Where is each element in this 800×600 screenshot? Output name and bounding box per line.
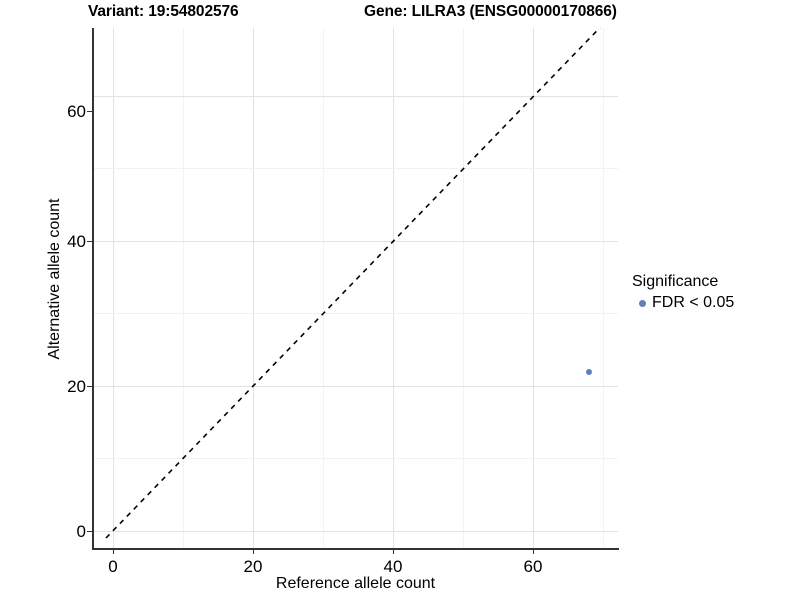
gridline-major-x-60 — [533, 28, 534, 549]
legend-key-icon — [632, 293, 652, 313]
legend-item-label: FDR < 0.05 — [652, 294, 735, 311]
y-axis-line — [92, 28, 94, 549]
gridline-major-y-0 — [92, 531, 618, 532]
gridline-major-x-0 — [113, 28, 114, 549]
gridline-major-y-20 — [92, 386, 618, 387]
gridline-minor-x-70 — [603, 28, 604, 549]
gridline-minor-x-30 — [323, 28, 324, 549]
data-point[interactable] — [586, 369, 592, 375]
identity-line — [105, 28, 601, 539]
gridline-major-x-40 — [393, 28, 394, 549]
x-tick-label-0: 0 — [108, 557, 118, 576]
x-tick-mark-40 — [393, 549, 395, 554]
y-tick-label-60: 60 — [67, 102, 86, 121]
x-tick-label-40: 40 — [383, 557, 403, 576]
x-tick-mark-60 — [533, 549, 535, 554]
y-tick-label-0: 0 — [76, 522, 86, 541]
gridline-minor-y-10 — [92, 458, 618, 459]
plot-panel — [92, 28, 618, 549]
gridline-minor-x-10 — [183, 28, 184, 549]
gridline-minor-y-50 — [92, 168, 618, 169]
x-tick-label-20: 20 — [243, 557, 263, 576]
gridline-major-y-40 — [92, 241, 618, 242]
legend-item-fdr[interactable]: FDR < 0.05 — [632, 293, 792, 313]
y-tick-mark-0 — [87, 531, 92, 533]
x-axis-line — [92, 548, 619, 550]
legend-title: Significance — [632, 273, 719, 290]
gridline-major-x-20 — [253, 28, 254, 549]
x-tick-mark-20 — [253, 549, 255, 554]
chart-title-bar: Variant: 19:54802576 Gene: LILRA3 (ENSG0… — [0, 0, 800, 28]
y-tick-mark-20 — [87, 386, 92, 388]
y-tick-label-20: 20 — [67, 377, 86, 396]
x-tick-mark-0 — [113, 549, 115, 554]
x-tick-label-60: 60 — [523, 557, 543, 576]
variant-title: Variant: 19:54802576 — [88, 3, 239, 20]
gridline-major-y-60 — [92, 96, 618, 97]
gene-title: Gene: LILRA3 (ENSG00000170866) — [364, 3, 617, 20]
legend-dot-icon — [638, 299, 646, 307]
y-tick-label-40: 40 — [67, 232, 86, 251]
y-tick-mark-60 — [87, 111, 92, 113]
y-tick-mark-40 — [87, 241, 92, 243]
x-axis-title: Reference allele count — [275, 575, 436, 592]
gridline-minor-x-50 — [463, 28, 464, 549]
gridline-minor-y-30 — [92, 313, 618, 314]
legend: Significance FDR < 0.05 — [632, 272, 792, 313]
y-axis-title: Alternative allele count — [46, 198, 63, 360]
